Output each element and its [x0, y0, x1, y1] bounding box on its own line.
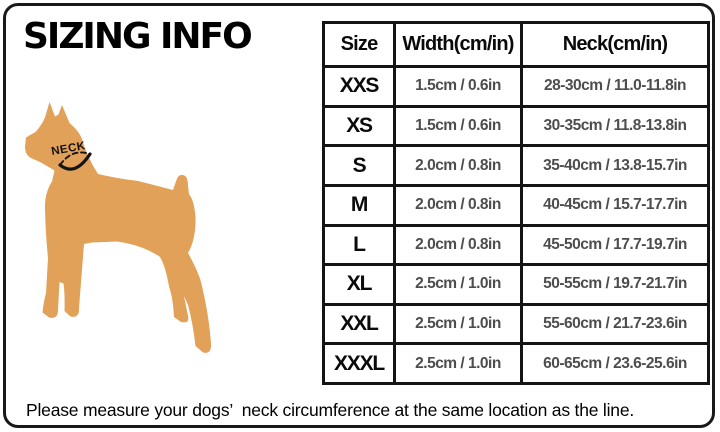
dog-body-shape — [25, 102, 212, 353]
width-value: 2.0cm / 0.8in — [393, 144, 523, 187]
size-value: XXL — [322, 302, 396, 346]
page-title: SIZING INFO — [23, 16, 253, 57]
width-value: 2.5cm / 1.0in — [393, 342, 523, 385]
width-value: 2.5cm / 1.0in — [393, 263, 523, 306]
table-row: XXS 1.5cm / 0.6in 28-30cm / 11.0-11.8in — [322, 65, 710, 108]
width-value: 2.5cm / 1.0in — [393, 302, 523, 346]
header-width: Width(cm/in) — [393, 21, 523, 68]
size-value: XXXL — [322, 342, 396, 385]
width-value: 1.5cm / 0.6in — [393, 104, 523, 148]
size-value: L — [322, 223, 396, 267]
size-value: S — [322, 144, 396, 187]
neck-value: 28-30cm / 11.0-11.8in — [520, 65, 710, 108]
neck-value: 50-55cm / 19.7-21.7in — [520, 263, 710, 306]
table-row: L 2.0cm / 0.8in 45-50cm / 17.7-19.7in — [322, 223, 710, 267]
size-value: XL — [322, 263, 396, 306]
table-row: XS 1.5cm / 0.6in 30-35cm / 11.8-13.8in — [322, 104, 710, 148]
table-header-row: Size Width(cm/in) Neck(cm/in) — [322, 21, 710, 68]
table-row: M 2.0cm / 0.8in 40-45cm / 15.7-17.7in — [322, 183, 710, 227]
header-neck: Neck(cm/in) — [520, 21, 710, 68]
width-value: 2.0cm / 0.8in — [393, 183, 523, 227]
size-value: XXS — [322, 65, 396, 108]
dog-silhouette-svg: NECK — [25, 102, 212, 353]
neck-value: 35-40cm / 13.8-15.7in — [520, 144, 710, 187]
neck-value: 30-35cm / 11.8-13.8in — [520, 104, 710, 148]
header-size: Size — [322, 21, 396, 68]
collar-line-dashed — [59, 151, 91, 166]
sizing-table: Size Width(cm/in) Neck(cm/in) XXS 1.5cm … — [322, 21, 710, 385]
dog-illustration: NECK — [8, 98, 240, 395]
neck-value: 40-45cm / 15.7-17.7in — [520, 183, 710, 227]
table-row: XL 2.5cm / 1.0in 50-55cm / 19.7-21.7in — [322, 263, 710, 306]
size-value: XS — [322, 104, 396, 148]
width-value: 2.0cm / 0.8in — [393, 223, 523, 267]
table-row: S 2.0cm / 0.8in 35-40cm / 13.8-15.7in — [322, 144, 710, 187]
neck-label: NECK — [50, 140, 86, 158]
neck-value: 55-60cm / 21.7-23.6in — [520, 302, 710, 346]
measurement-note: Please measure your dogs’ neck circumfer… — [26, 400, 635, 420]
width-value: 1.5cm / 0.6in — [393, 65, 523, 108]
table-row: XXXL 2.5cm / 1.0in 60-65cm / 23.6-25.6in — [322, 342, 710, 385]
neck-value: 45-50cm / 17.7-19.7in — [520, 223, 710, 267]
size-value: M — [322, 183, 396, 227]
neck-value: 60-65cm / 23.6-25.6in — [520, 342, 710, 385]
collar-line-solid — [58, 152, 92, 171]
table-row: XXL 2.5cm / 1.0in 55-60cm / 21.7-23.6in — [322, 302, 710, 346]
